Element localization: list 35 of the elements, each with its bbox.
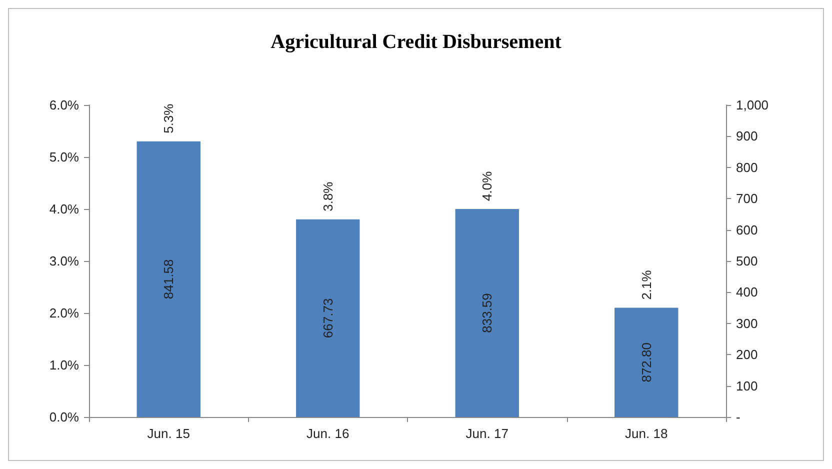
bar bbox=[296, 219, 360, 417]
y2-tick-label: 300 bbox=[736, 316, 758, 331]
annotation: 833.59 bbox=[480, 293, 495, 333]
x-tick-label: Jun. 18 bbox=[625, 426, 668, 441]
y2-tick-label: 200 bbox=[736, 347, 758, 362]
y-tick-label: 4.0% bbox=[49, 202, 80, 216]
y2-tick-label: 400 bbox=[736, 284, 758, 300]
y2-tick-label: 700 bbox=[736, 191, 758, 206]
data-label: 5.3% bbox=[161, 103, 176, 134]
bar bbox=[136, 141, 200, 417]
x-tick-label: Jun. 15 bbox=[147, 426, 190, 441]
y2-tick-label: 900 bbox=[736, 128, 758, 144]
y-tick-label: 2.0% bbox=[49, 306, 80, 320]
data-label: 4.0% bbox=[480, 170, 495, 201]
y-tick-label: 3.0% bbox=[49, 254, 80, 268]
annotation: 872.80 bbox=[638, 342, 654, 382]
y-tick-label: 1.0% bbox=[49, 358, 80, 372]
y-tick-label: 5.0% bbox=[49, 150, 80, 164]
y2-tick-label: 800 bbox=[736, 160, 758, 175]
x-tick-label: Jun. 17 bbox=[466, 426, 508, 441]
y2-tick-label: 1,000 bbox=[736, 98, 769, 112]
y-tick-label: 6.0% bbox=[49, 98, 80, 112]
y2-tick-label: - bbox=[736, 410, 740, 424]
y2-tick-label: 600 bbox=[736, 222, 758, 238]
bar bbox=[455, 209, 519, 417]
chart-title: Agricultural Credit Disbursement bbox=[270, 31, 562, 53]
data-label: 3.8% bbox=[320, 181, 336, 212]
data-label: 2.1% bbox=[638, 270, 654, 300]
y2-tick-label: 500 bbox=[736, 254, 758, 268]
y2-tick-label: 100 bbox=[736, 378, 758, 394]
bar bbox=[614, 308, 678, 417]
y-tick-label: 0.0% bbox=[49, 410, 80, 424]
x-tick-label: Jun. 16 bbox=[306, 426, 350, 441]
annotation: 667.73 bbox=[320, 298, 336, 338]
annotation: 841.58 bbox=[161, 259, 176, 300]
